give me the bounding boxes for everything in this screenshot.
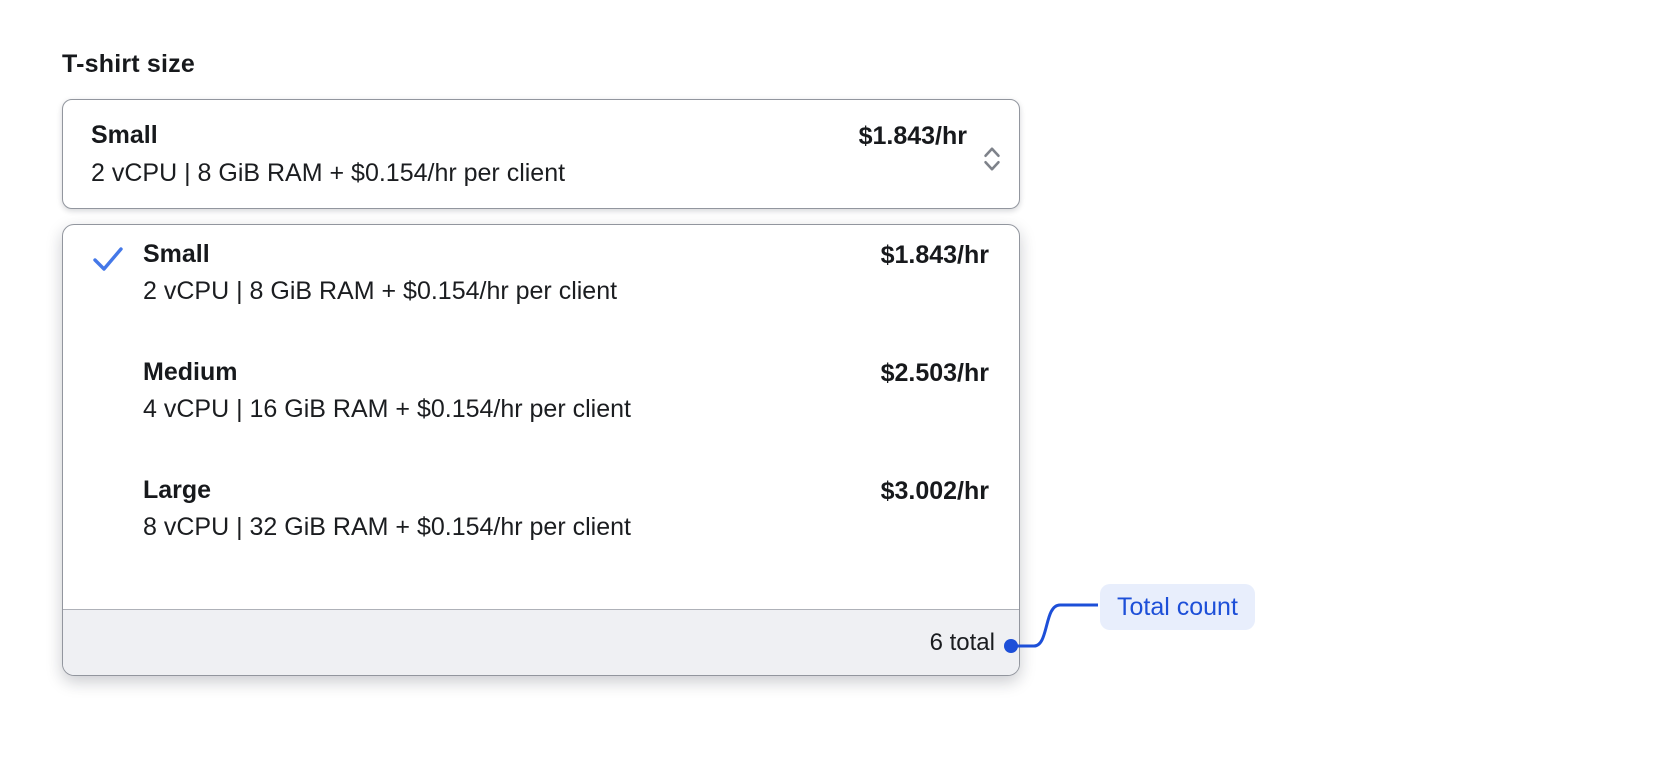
selected-option-name: Small <box>91 120 158 149</box>
option-price: $3.002/hr <box>880 477 989 505</box>
option-name: Large <box>143 476 212 504</box>
t-shirt-size-select[interactable]: Small 2 vCPU | 8 GiB RAM + $0.154/hr per… <box>62 99 1020 209</box>
t-shirt-size-listbox: Small 2 vCPU | 8 GiB RAM + $0.154/hr per… <box>62 224 1020 676</box>
chevron-up-down-icon <box>981 145 1003 173</box>
check-icon <box>91 480 125 510</box>
option-price: $1.843/hr <box>880 241 989 269</box>
option-specs: 8 vCPU | 32 GiB RAM + $0.154/hr per clie… <box>143 513 631 541</box>
option-name: Medium <box>143 358 238 386</box>
selected-option-text: Small 2 vCPU | 8 GiB RAM + $0.154/hr per… <box>91 120 859 187</box>
dropdown-footer: 6 total <box>63 609 1019 675</box>
selected-option-specs: 2 vCPU | 8 GiB RAM + $0.154/hr per clien… <box>91 158 566 187</box>
option-specs: 4 vCPU | 16 GiB RAM + $0.154/hr per clie… <box>143 395 631 423</box>
option-row[interactable]: Large 8 vCPU | 32 GiB RAM + $0.154/hr pe… <box>63 450 1019 568</box>
option-price: $2.503/hr <box>880 359 989 387</box>
total-count-text: 6 total <box>929 628 995 656</box>
annotation-connector-line <box>1004 603 1098 653</box>
option-row[interactable]: Medium 4 vCPU | 16 GiB RAM + $0.154/hr p… <box>63 332 1019 450</box>
check-icon <box>91 244 125 274</box>
option-name: Small <box>143 240 210 268</box>
t-shirt-size-label: T-shirt size <box>62 50 195 78</box>
annotation-total-count: Total count <box>1100 584 1255 630</box>
option-specs: 2 vCPU | 8 GiB RAM + $0.154/hr per clien… <box>143 277 618 305</box>
selected-option-price: $1.843/hr <box>858 122 967 150</box>
select-right-group: $1.843/hr <box>859 100 1003 208</box>
dropdown-options: Small 2 vCPU | 8 GiB RAM + $0.154/hr per… <box>63 225 1019 609</box>
check-icon <box>91 362 125 392</box>
option-row[interactable]: Small 2 vCPU | 8 GiB RAM + $0.154/hr per… <box>63 225 1019 332</box>
